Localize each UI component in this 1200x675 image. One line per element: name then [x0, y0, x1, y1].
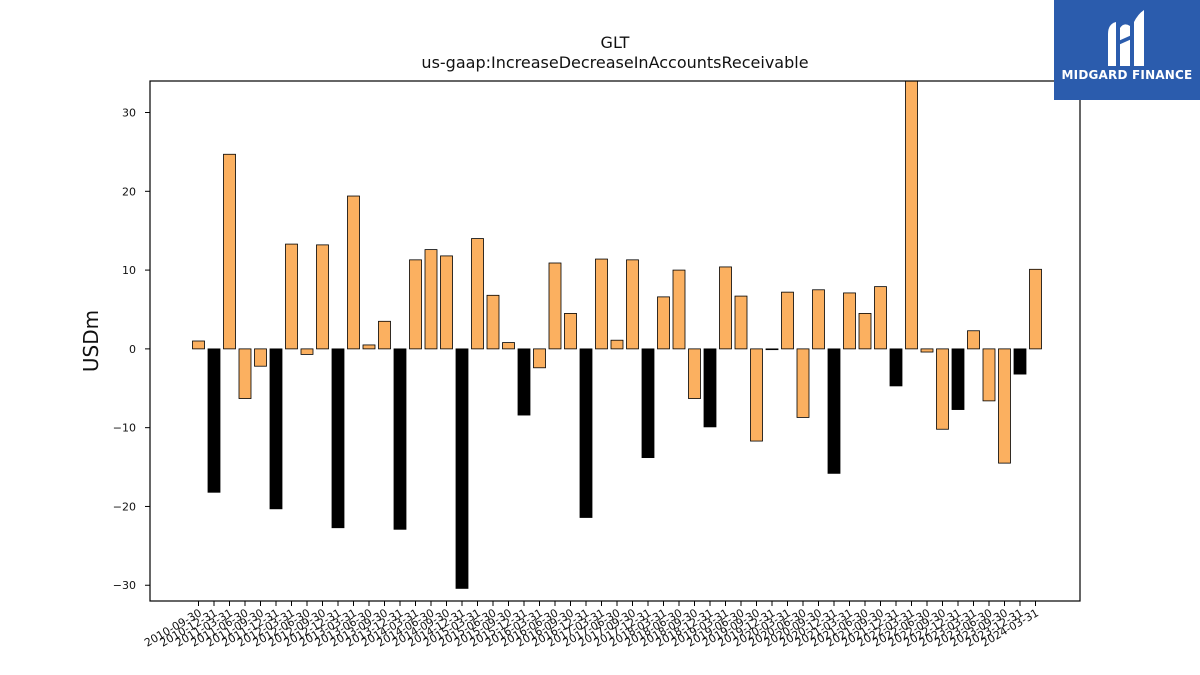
bar-2023-06-30: [982, 348, 996, 402]
x-axis: 2010-09-302010-12-312011-03-312011-06-30…: [142, 601, 1041, 650]
bar-2018-03-31: [657, 296, 670, 350]
bar-2021-06-30: [858, 313, 872, 350]
y-tick-label: 20: [122, 185, 136, 198]
bar-2012-03-31: [285, 243, 298, 350]
bar-2016-09-30: [564, 313, 577, 350]
bar-2014-03-31: [409, 259, 422, 350]
bar-2015-06-30: [486, 294, 500, 350]
bar-2022-09-30: [936, 348, 949, 430]
y-tick-label: −10: [113, 422, 136, 435]
bar-2022-06-30: [920, 348, 934, 353]
y-tick-label: 30: [122, 107, 136, 120]
bar-2010-12-31: [207, 348, 221, 493]
chart-title: GLT: [601, 33, 630, 52]
bar-2014-09-30: [440, 255, 453, 350]
chart-subtitle: us-gaap:IncreaseDecreaseInAccountsReceiv…: [421, 53, 808, 72]
bar-2023-03-31: [967, 330, 980, 350]
bar-2018-09-30: [688, 348, 701, 399]
y-axis-label: USDm: [79, 310, 103, 372]
bar-2013-06-30: [362, 344, 376, 350]
bar-2020-06-30: [796, 348, 810, 418]
bar-2019-06-30: [734, 295, 748, 350]
bar-2012-12-31: [331, 348, 345, 529]
bar-2018-12-31: [703, 348, 717, 428]
bar-2012-09-30: [316, 244, 329, 350]
bar-2023-12-31: [1013, 348, 1027, 375]
bars-group: [192, 80, 1042, 589]
bar-2018-06-30: [672, 269, 686, 350]
bar-2019-09-30: [750, 348, 763, 442]
bar-2020-12-31: [827, 348, 841, 474]
logo-text: MIDGARD FINANCE: [1061, 68, 1193, 82]
bar-2013-12-31: [393, 348, 407, 530]
bar-2020-03-31: [781, 291, 794, 350]
bar-2021-03-31: [843, 292, 856, 350]
bar-2020-09-30: [812, 289, 825, 350]
bar-2024-03-31: [1029, 268, 1042, 350]
bar-2015-12-31: [517, 348, 531, 416]
y-tick-label: 10: [122, 264, 136, 277]
bar-2023-09-30: [998, 348, 1011, 464]
plot-frame: [149, 80, 1081, 602]
bar-2017-12-31: [641, 348, 655, 459]
y-axis: −30 −20 −10 0 10 20 30: [113, 107, 150, 592]
bar-2010-09-30: [192, 340, 205, 350]
bar-2014-12-31: [455, 348, 469, 589]
bar-2021-09-30: [874, 286, 887, 350]
bar-2017-06-30: [610, 339, 624, 350]
bar-2022-12-31: [951, 348, 965, 410]
bar-2019-03-31: [719, 266, 732, 350]
bar-2011-12-31: [269, 348, 283, 510]
bar-2015-09-30: [502, 342, 515, 350]
bar-2016-03-31: [533, 348, 546, 369]
bar-2012-06-30: [300, 348, 314, 355]
bar-2016-06-30: [548, 262, 562, 350]
bar-2015-03-31: [471, 238, 484, 350]
bar-2014-06-30: [424, 249, 438, 350]
bar-2019-12-31: [765, 348, 779, 351]
bar-2022-03-31: [905, 80, 918, 350]
bar-2013-09-30: [378, 320, 391, 350]
bar-2021-12-31: [889, 348, 903, 387]
bar-2011-09-30: [254, 348, 267, 367]
bar-2013-03-31: [347, 195, 360, 350]
y-tick-label: −20: [113, 500, 136, 513]
bar-2011-06-30: [238, 348, 252, 399]
midgard-finance-logo: MIDGARD FINANCE: [1054, 0, 1200, 100]
bar-2017-03-31: [595, 258, 608, 350]
y-tick-label: −30: [113, 579, 136, 592]
bar-2011-03-31: [223, 153, 236, 350]
bar-2017-09-30: [626, 259, 639, 350]
bar-2016-12-31: [579, 348, 593, 518]
midgard-logo-icon: [1108, 10, 1144, 66]
y-tick-label: 0: [129, 343, 136, 356]
